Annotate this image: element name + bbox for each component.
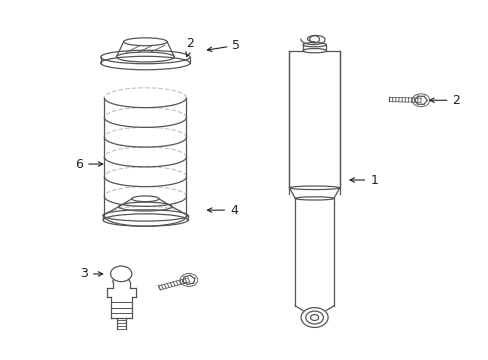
Text: 2: 2 [429,94,459,107]
Text: 1: 1 [349,174,377,186]
Text: 2: 2 [185,37,194,57]
Text: 4: 4 [207,204,237,217]
Text: 6: 6 [75,158,102,171]
Text: 3: 3 [80,267,102,280]
Text: 5: 5 [207,39,240,52]
